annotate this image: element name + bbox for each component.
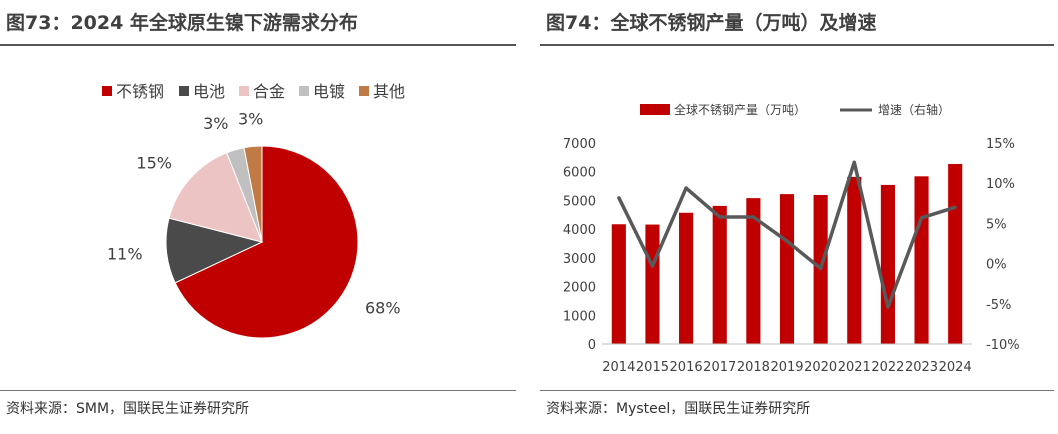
growth-point <box>617 196 621 200</box>
bar-line-chart-panel: 图74：全球不锈钢产量（万吨）及增速 全球不锈钢产量（万吨） 增速（右轴） 0 100… <box>540 0 1058 434</box>
bar <box>880 184 895 344</box>
pie-chart: 不锈钢 电池 合金 电镀 其他 68% 11% 15% 3% 3% <box>102 82 405 339</box>
pie-chart-panel: 图73：2024 年全球原生镍下游需求分布 不锈钢 电池 合金 电镀 其他 68% 11% 1… <box>0 0 520 434</box>
growth-point <box>919 216 924 220</box>
x-tick-label: 2022 <box>871 360 904 375</box>
bar <box>779 194 795 344</box>
pie-slice <box>165 217 264 284</box>
pie-slice <box>174 145 359 339</box>
growth-point <box>751 215 755 219</box>
y-right-tick-label: 10% <box>986 177 1015 192</box>
growth-point <box>953 205 957 209</box>
legend-swatch-bar <box>640 104 670 115</box>
x-tick-label: 2023 <box>905 360 938 375</box>
x-tick-label: 2014 <box>602 360 635 375</box>
pie-value-label: 68% <box>365 298 401 317</box>
title-divider <box>0 44 516 46</box>
y-left-tick-label: 3000 <box>563 252 596 267</box>
source-divider <box>540 390 1054 391</box>
pie-chart-title: 图73：2024 年全球原生镍下游需求分布 <box>6 12 358 34</box>
growth-point <box>785 239 789 243</box>
pie-value-label: 15% <box>136 154 172 173</box>
title-divider <box>540 44 1054 46</box>
y-left-tick-label: 5000 <box>563 194 596 209</box>
x-tick-label: 2024 <box>939 360 972 375</box>
x-tick-label: 2020 <box>804 360 837 375</box>
legend-label-bar: 全球不锈钢产量（万吨） <box>674 102 806 117</box>
growth-point <box>886 305 890 309</box>
growth-point <box>819 266 823 271</box>
bar <box>914 176 929 344</box>
legend-label: 不锈钢 <box>116 82 164 101</box>
pie-chart-source: 资料来源：SMM，国联民生证券研究所 <box>6 401 250 417</box>
pie-slice <box>243 145 263 243</box>
x-tick-label: 2016 <box>670 360 703 375</box>
bar <box>847 176 862 344</box>
growth-point <box>650 264 655 268</box>
bar <box>948 163 963 344</box>
pie-slice <box>168 152 263 243</box>
bar-line-chart: 全球不锈钢产量（万吨） 增速（右轴） 0 1000 2000 3000 4000 5000 60… <box>563 102 1020 375</box>
x-tick-label: 2021 <box>838 360 871 375</box>
bar <box>712 205 727 344</box>
legend-swatch <box>239 86 249 96</box>
bar <box>611 224 626 344</box>
y-left-tick-label: 0 <box>588 338 596 353</box>
legend-swatch <box>179 86 189 96</box>
pie-value-label: 3% <box>238 110 263 129</box>
y-left-tick-label: 1000 <box>563 309 596 324</box>
y-right-tick-label: 5% <box>986 217 1007 232</box>
x-tick-label: 2015 <box>636 360 669 375</box>
pie-value-label: 3% <box>203 114 228 133</box>
y-right-tick-label: -5% <box>986 298 1011 313</box>
legend-swatch <box>299 86 309 96</box>
y-left-tick-label: 4000 <box>563 223 596 238</box>
pie-value-label: 11% <box>107 244 143 263</box>
y-left-tick-label: 2000 <box>563 281 596 296</box>
y-left-tick-label: 7000 <box>563 137 596 152</box>
bar <box>679 212 694 344</box>
growth-point <box>718 215 722 219</box>
y-right-tick-label: 0% <box>986 258 1007 273</box>
legend-label: 其他 <box>373 82 405 101</box>
y-right-tick-label: -10% <box>986 338 1020 353</box>
bar-line-chart-source: 资料来源：Mysteel，国联民生证券研究所 <box>546 401 811 417</box>
legend-label: 电池 <box>193 82 225 101</box>
x-tick-label: 2018 <box>737 360 770 375</box>
growth-point <box>684 186 688 190</box>
bar-line-chart-title: 图74：全球不锈钢产量（万吨）及增速 <box>546 12 877 34</box>
legend-swatch <box>359 86 369 96</box>
bar <box>645 224 660 344</box>
bar <box>746 198 761 344</box>
x-tick-label: 2019 <box>770 360 803 375</box>
legend-swatch <box>102 86 112 96</box>
source-divider <box>0 390 516 391</box>
legend-label: 电镀 <box>313 82 345 101</box>
y-left-tick-label: 6000 <box>563 166 596 181</box>
x-tick-label: 2017 <box>703 360 736 375</box>
legend-label: 合金 <box>253 82 285 101</box>
legend-label-line: 增速（右轴） <box>878 102 950 117</box>
y-right-tick-label: 15% <box>986 137 1015 152</box>
growth-point <box>852 160 856 164</box>
